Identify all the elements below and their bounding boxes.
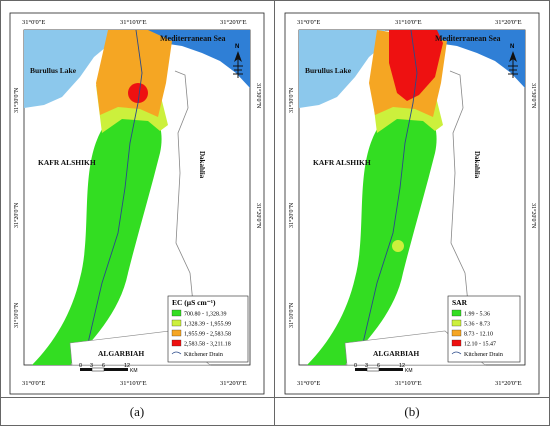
grid-label-bottom-1: 31°0'0"E	[22, 380, 45, 387]
grid-label-top-3: 31°20'0"E	[495, 19, 522, 26]
map-area	[299, 29, 525, 366]
grid-label-top-3: 31°20'0"E	[220, 19, 247, 26]
grid-label-top-2: 31°10'0"E	[395, 19, 422, 26]
grid-label-left-3: 31°10'0"N	[13, 302, 20, 328]
legend-item: 2,583.58 - 3,211.18	[171, 339, 231, 348]
grid-label-bottom-2: 31°10'0"E	[395, 380, 422, 387]
legend-drain: Kitchener Drain	[451, 351, 503, 358]
svg-text:0: 0	[79, 363, 82, 369]
svg-text:8.73 - 12.10: 8.73 - 12.10	[464, 332, 493, 338]
zone-class3	[96, 30, 172, 117]
scale-bar: 0 3 6 12 KM	[354, 363, 413, 374]
grid-label-right-2: 31°20'0"N	[530, 203, 537, 229]
legend-item: 5.36 - 8.73	[451, 319, 490, 328]
grid-label-top-1: 31°0'0"E	[22, 19, 45, 26]
sea-label: Mediterranean Sea	[160, 34, 226, 43]
panel-caption-a: (a)	[129, 403, 145, 419]
grid-label-left-2: 31°20'0"N	[288, 202, 295, 228]
svg-text:2,583.58 - 3,211.18: 2,583.58 - 3,211.18	[184, 342, 231, 348]
zone-class4-hotspot	[128, 83, 148, 103]
legend-item: 1.99 - 5.36	[451, 309, 490, 318]
east-region-label: Dakahlia	[198, 151, 206, 179]
mediterranean-sea	[423, 30, 525, 88]
mediterranean-sea	[148, 30, 250, 88]
grid-label-bottom-3: 31°20'0"E	[495, 380, 522, 387]
legend: EC (µS cm⁻¹) 700.80 - 1,328.39 1,328.39 …	[167, 295, 249, 363]
west-region-label: KAFR ALSHIKH	[313, 158, 371, 167]
svg-text:Kitchener Drain: Kitchener Drain	[464, 352, 503, 358]
svg-text:1,955.99 - 2,583.58: 1,955.99 - 2,583.58	[184, 332, 231, 338]
grid-label-right-2: 31°20'0"N	[255, 203, 262, 229]
grid-label-top-2: 31°10'0"E	[120, 19, 147, 26]
svg-text:5.36 - 8.73: 5.36 - 8.73	[464, 322, 490, 328]
svg-text:12: 12	[399, 363, 405, 369]
grid-label-bottom-2: 31°10'0"E	[120, 380, 147, 387]
grid-label-right-1: 31°30'0"N	[255, 83, 262, 109]
legend-item: 12.10 - 15.47	[451, 339, 496, 348]
legend-item: 700.80 - 1,328.39	[171, 309, 227, 318]
svg-text:N: N	[235, 44, 239, 50]
zone-class2-spot	[392, 240, 404, 252]
grid-label-top-1: 31°0'0"E	[297, 19, 320, 26]
grid-label-bottom-1: 31°0'0"E	[297, 380, 320, 387]
north-arrow-icon: N	[233, 44, 243, 78]
zone-class1	[307, 111, 437, 365]
legend-title: EC (µS cm⁻¹)	[172, 298, 216, 307]
svg-text:3: 3	[365, 363, 368, 369]
east-region-label: Dakahlia	[473, 151, 481, 179]
lake-label: Burullus Lake	[30, 66, 77, 75]
legend-item: 8.73 - 12.10	[451, 329, 493, 338]
svg-text:12: 12	[124, 363, 130, 369]
north-arrow-icon: N	[508, 44, 518, 78]
sea-label: Mediterranean Sea	[435, 34, 501, 43]
svg-text:6: 6	[102, 363, 105, 369]
south-region-label: ALGARBIAH	[98, 349, 144, 358]
svg-text:6: 6	[377, 363, 380, 369]
grid-label-left-2: 31°20'0"N	[13, 202, 20, 228]
svg-text:Kitchener Drain: Kitchener Drain	[184, 352, 223, 358]
svg-text:3: 3	[90, 363, 93, 369]
lake-label: Burullus Lake	[305, 66, 352, 75]
south-region-label: ALGARBIAH	[373, 349, 419, 358]
svg-text:0: 0	[354, 363, 357, 369]
caption-row: (a) (b)	[0, 397, 550, 426]
grid-label-left-3: 31°10'0"N	[288, 302, 295, 328]
grid-label-left-1: 31°30'0"N	[288, 87, 295, 113]
grid-label-bottom-3: 31°20'0"E	[220, 380, 247, 387]
svg-text:1,328.39 - 1,955.99: 1,328.39 - 1,955.99	[184, 322, 231, 328]
kitchener-drain	[356, 29, 418, 366]
legend-item: 1,955.99 - 2,583.58	[171, 329, 231, 338]
burullus-lake	[24, 30, 110, 108]
map-area	[24, 29, 250, 366]
legend-title: SAR	[452, 298, 468, 307]
svg-text:700.80 - 1,328.39: 700.80 - 1,328.39	[184, 312, 227, 318]
svg-text:12.10 - 15.47: 12.10 - 15.47	[464, 342, 496, 348]
scale-bar: 0 3 6 12 KM	[79, 363, 138, 374]
zone-class1	[32, 111, 162, 365]
kitchener-drain	[81, 29, 143, 366]
legend-drain: Kitchener Drain	[171, 351, 223, 358]
svg-text:KM: KM	[130, 368, 138, 374]
west-region-label: KAFR ALSHIKH	[38, 158, 96, 167]
svg-text:1.99 - 5.36: 1.99 - 5.36	[464, 312, 490, 318]
grid-label-right-1: 31°30'0"N	[530, 83, 537, 109]
svg-text:N: N	[510, 44, 514, 50]
panel-caption-b: (b)	[404, 403, 420, 419]
burullus-lake	[299, 30, 385, 108]
map-panel-sar: 31°0'0"E 31°10'0"E 31°20'0"E 31°0'0"E 31…	[284, 12, 540, 395]
legend-item: 1,328.39 - 1,955.99	[171, 319, 231, 328]
grid-label-left-1: 31°30'0"N	[13, 87, 20, 113]
svg-text:KM: KM	[405, 368, 413, 374]
map-panel-ec: 31°0'0"E 31°10'0"E 31°20'0"E 31°0'0"E 31…	[9, 12, 265, 395]
legend: SAR 1.99 - 5.36 5.36 - 8.73 8.73 - 12.10…	[447, 295, 521, 363]
